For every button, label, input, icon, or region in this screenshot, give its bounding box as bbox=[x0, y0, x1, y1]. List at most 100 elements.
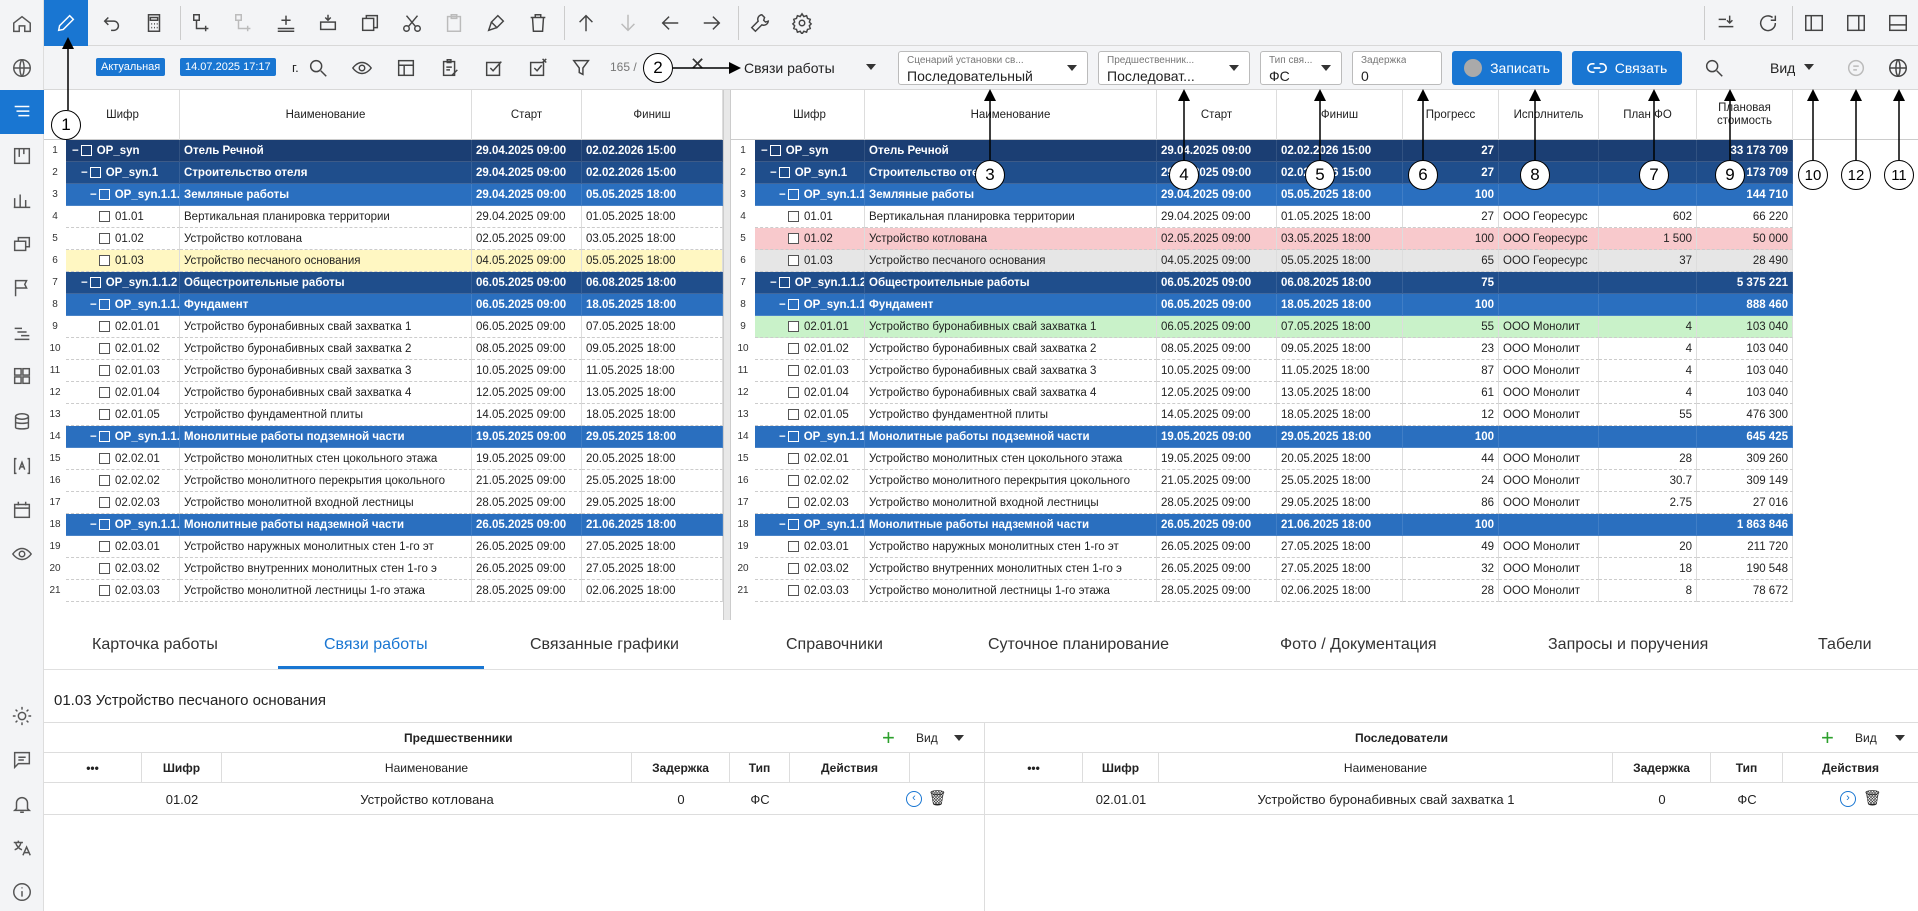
filter-icon[interactable] bbox=[566, 52, 598, 84]
row-checkbox[interactable] bbox=[99, 475, 110, 487]
cell-code[interactable]: 02.02.03 bbox=[66, 492, 180, 514]
cell-exec[interactable]: ООО Монолит bbox=[1499, 404, 1599, 426]
collapse-icon[interactable]: − bbox=[779, 189, 786, 201]
go-to-icon[interactable]: › bbox=[1840, 791, 1856, 807]
table-row[interactable]: 1− OP_syn Отель Речной 29.04.2025 09:00 02.0… bbox=[44, 140, 723, 162]
cell-prog[interactable]: 61 bbox=[1403, 382, 1499, 404]
splitter[interactable] bbox=[723, 90, 731, 620]
cell-plan[interactable] bbox=[1599, 294, 1697, 316]
cell-name[interactable]: Устройство буронабивных свай захватка 3 bbox=[180, 360, 472, 382]
cell-plan[interactable]: 1 500 bbox=[1599, 228, 1697, 250]
table-row[interactable]: 17 02.02.03 Устройство монолитной входной … bbox=[44, 492, 723, 514]
row-checkbox[interactable] bbox=[99, 387, 110, 399]
cell-code[interactable]: 02.03.01 bbox=[755, 536, 865, 558]
add-row-icon[interactable] bbox=[270, 7, 302, 39]
table-row[interactable]: 13 02.01.05 Устройство фундаментной плиты 1… bbox=[44, 404, 723, 426]
cell-start[interactable]: 26.05.2025 09:00 bbox=[1157, 558, 1277, 580]
cell-name[interactable]: Монолитные работы надземной части bbox=[865, 514, 1157, 536]
cell-start[interactable]: 21.05.2025 09:00 bbox=[1157, 470, 1277, 492]
cell-name[interactable]: Устройство песчаного основания bbox=[865, 250, 1157, 272]
cell-exec[interactable] bbox=[1499, 140, 1599, 162]
cell-plan[interactable] bbox=[1599, 272, 1697, 294]
table-row[interactable]: 21 02.03.03 Устройство монолитной лестницы… bbox=[731, 580, 1793, 602]
cell-start[interactable]: 08.05.2025 09:00 bbox=[472, 338, 582, 360]
flag-icon[interactable] bbox=[8, 274, 36, 302]
cell-code[interactable]: − OP_syn.1.1. bbox=[66, 514, 180, 536]
cell-finish[interactable]: 27.05.2025 18:00 bbox=[582, 558, 723, 580]
collapse-icon[interactable]: − bbox=[90, 299, 97, 311]
cell-plan[interactable]: 2.75 bbox=[1599, 492, 1697, 514]
cell-code[interactable]: 02.01.02 bbox=[755, 338, 865, 360]
cell-finish[interactable]: 18.05.2025 18:00 bbox=[1277, 404, 1403, 426]
cell-exec[interactable] bbox=[1499, 162, 1599, 184]
sort-toggle-icon[interactable] bbox=[1710, 7, 1742, 39]
col-header-name[interactable]: Наименование bbox=[180, 90, 472, 140]
cell-cost[interactable]: 309 149 bbox=[1697, 470, 1793, 492]
cell-start[interactable]: 06.05.2025 09:00 bbox=[472, 294, 582, 316]
cell-start[interactable]: 26.05.2025 09:00 bbox=[472, 558, 582, 580]
cell-name[interactable]: Устройство монолитного перекрытия цоколь… bbox=[180, 470, 472, 492]
cell-start[interactable]: 26.05.2025 09:00 bbox=[1157, 536, 1277, 558]
cell-name[interactable]: Вертикальная планировка территории bbox=[180, 206, 472, 228]
chevron-down-icon[interactable] bbox=[954, 735, 964, 741]
cell-finish[interactable]: 06.08.2025 18:00 bbox=[1277, 272, 1403, 294]
table-row[interactable]: 17 02.02.03 Устройство монолитной входной … bbox=[731, 492, 1793, 514]
eye-icon[interactable] bbox=[346, 52, 378, 84]
cell-finish[interactable]: 07.05.2025 18:00 bbox=[582, 316, 723, 338]
cell-prog[interactable]: 28 bbox=[1403, 580, 1499, 602]
cell-code[interactable]: − OP_syn.1.1.2 bbox=[66, 272, 180, 294]
cell-start[interactable]: 12.05.2025 09:00 bbox=[1157, 382, 1277, 404]
cell-finish[interactable]: 21.06.2025 18:00 bbox=[582, 514, 723, 536]
cell-name[interactable]: Фундамент bbox=[865, 294, 1157, 316]
cell-cost[interactable]: 33 173 709 bbox=[1697, 140, 1793, 162]
table-row[interactable]: 9 02.01.01 Устройство буронабивных свай за… bbox=[731, 316, 1793, 338]
cell-name[interactable]: Монолитные работы надземной части bbox=[180, 514, 472, 536]
row-checkbox[interactable] bbox=[788, 387, 799, 399]
row-checkbox[interactable] bbox=[788, 563, 799, 575]
undo-icon[interactable] bbox=[96, 7, 128, 39]
cell-code[interactable]: 02.02.01 bbox=[66, 448, 180, 470]
cell-name[interactable]: Отель Речной bbox=[180, 140, 472, 162]
cell-code[interactable]: 02.02.01 bbox=[755, 448, 865, 470]
cell-finish[interactable]: 09.05.2025 18:00 bbox=[582, 338, 723, 360]
cell-prog[interactable]: 55 bbox=[1403, 316, 1499, 338]
table-row[interactable]: 5 01.02 Устройство котлована 02.05.2025 09:… bbox=[44, 228, 723, 250]
cell-code[interactable]: − OP_syn.1 bbox=[66, 162, 180, 184]
cell-code[interactable]: 02.01.04 bbox=[66, 382, 180, 404]
table-row[interactable]: 12 02.01.04 Устройство буронабивных свай з… bbox=[731, 382, 1793, 404]
cell-start[interactable]: 06.05.2025 09:00 bbox=[1157, 316, 1277, 338]
table-row[interactable]: 19 02.03.01 Устройство наружных монолитных… bbox=[731, 536, 1793, 558]
copy-icon[interactable] bbox=[354, 7, 386, 39]
database-icon[interactable] bbox=[8, 408, 36, 436]
table-row[interactable]: 11 02.01.03 Устройство буронабивных свай з… bbox=[44, 360, 723, 382]
cell-start[interactable]: 08.05.2025 09:00 bbox=[1157, 338, 1277, 360]
cell-finish[interactable]: 25.05.2025 18:00 bbox=[582, 470, 723, 492]
cell-name[interactable]: Устройство буронабивных свай захватка 2 bbox=[180, 338, 472, 360]
row-checkbox[interactable] bbox=[80, 145, 92, 157]
cell-code[interactable]: − OP_syn.1.1.1 bbox=[755, 184, 865, 206]
row-checkbox[interactable] bbox=[89, 277, 101, 289]
hierarchy-icon[interactable] bbox=[228, 7, 260, 39]
cell-prog[interactable]: 27 bbox=[1403, 140, 1499, 162]
cell-finish[interactable]: 29.05.2025 18:00 bbox=[1277, 426, 1403, 448]
panel-bottom-icon[interactable] bbox=[1882, 7, 1914, 39]
cell-cost[interactable]: 50 000 bbox=[1697, 228, 1793, 250]
cell-code[interactable]: − OP_syn.1.1. bbox=[755, 426, 865, 448]
table-row[interactable]: 21 02.03.03 Устройство монолитной лестницы… bbox=[44, 580, 723, 602]
cell-cost[interactable]: 190 548 bbox=[1697, 558, 1793, 580]
row-checkbox[interactable] bbox=[99, 497, 110, 509]
cell-finish[interactable]: 03.05.2025 18:00 bbox=[1277, 228, 1403, 250]
cell-plan[interactable]: 4 bbox=[1599, 316, 1697, 338]
row-checkbox[interactable] bbox=[99, 409, 110, 421]
view-dropdown[interactable]: Вид bbox=[916, 731, 938, 745]
cell-name[interactable]: Устройство буронабивных свай захватка 1 bbox=[865, 316, 1157, 338]
cell-plan[interactable] bbox=[1599, 184, 1697, 206]
cell-code[interactable]: 01.02 bbox=[755, 228, 865, 250]
cell-code[interactable]: 01.03 bbox=[66, 250, 180, 272]
cell-cost[interactable]: 103 040 bbox=[1697, 382, 1793, 404]
cell-cost[interactable]: 66 220 bbox=[1697, 206, 1793, 228]
view-dropdown[interactable]: Вид bbox=[1762, 51, 1824, 85]
cell-cost[interactable]: 103 040 bbox=[1697, 338, 1793, 360]
cell-prog[interactable]: 75 bbox=[1403, 272, 1499, 294]
cell-name[interactable]: Устройство буронабивных свай захватка 4 bbox=[865, 382, 1157, 404]
